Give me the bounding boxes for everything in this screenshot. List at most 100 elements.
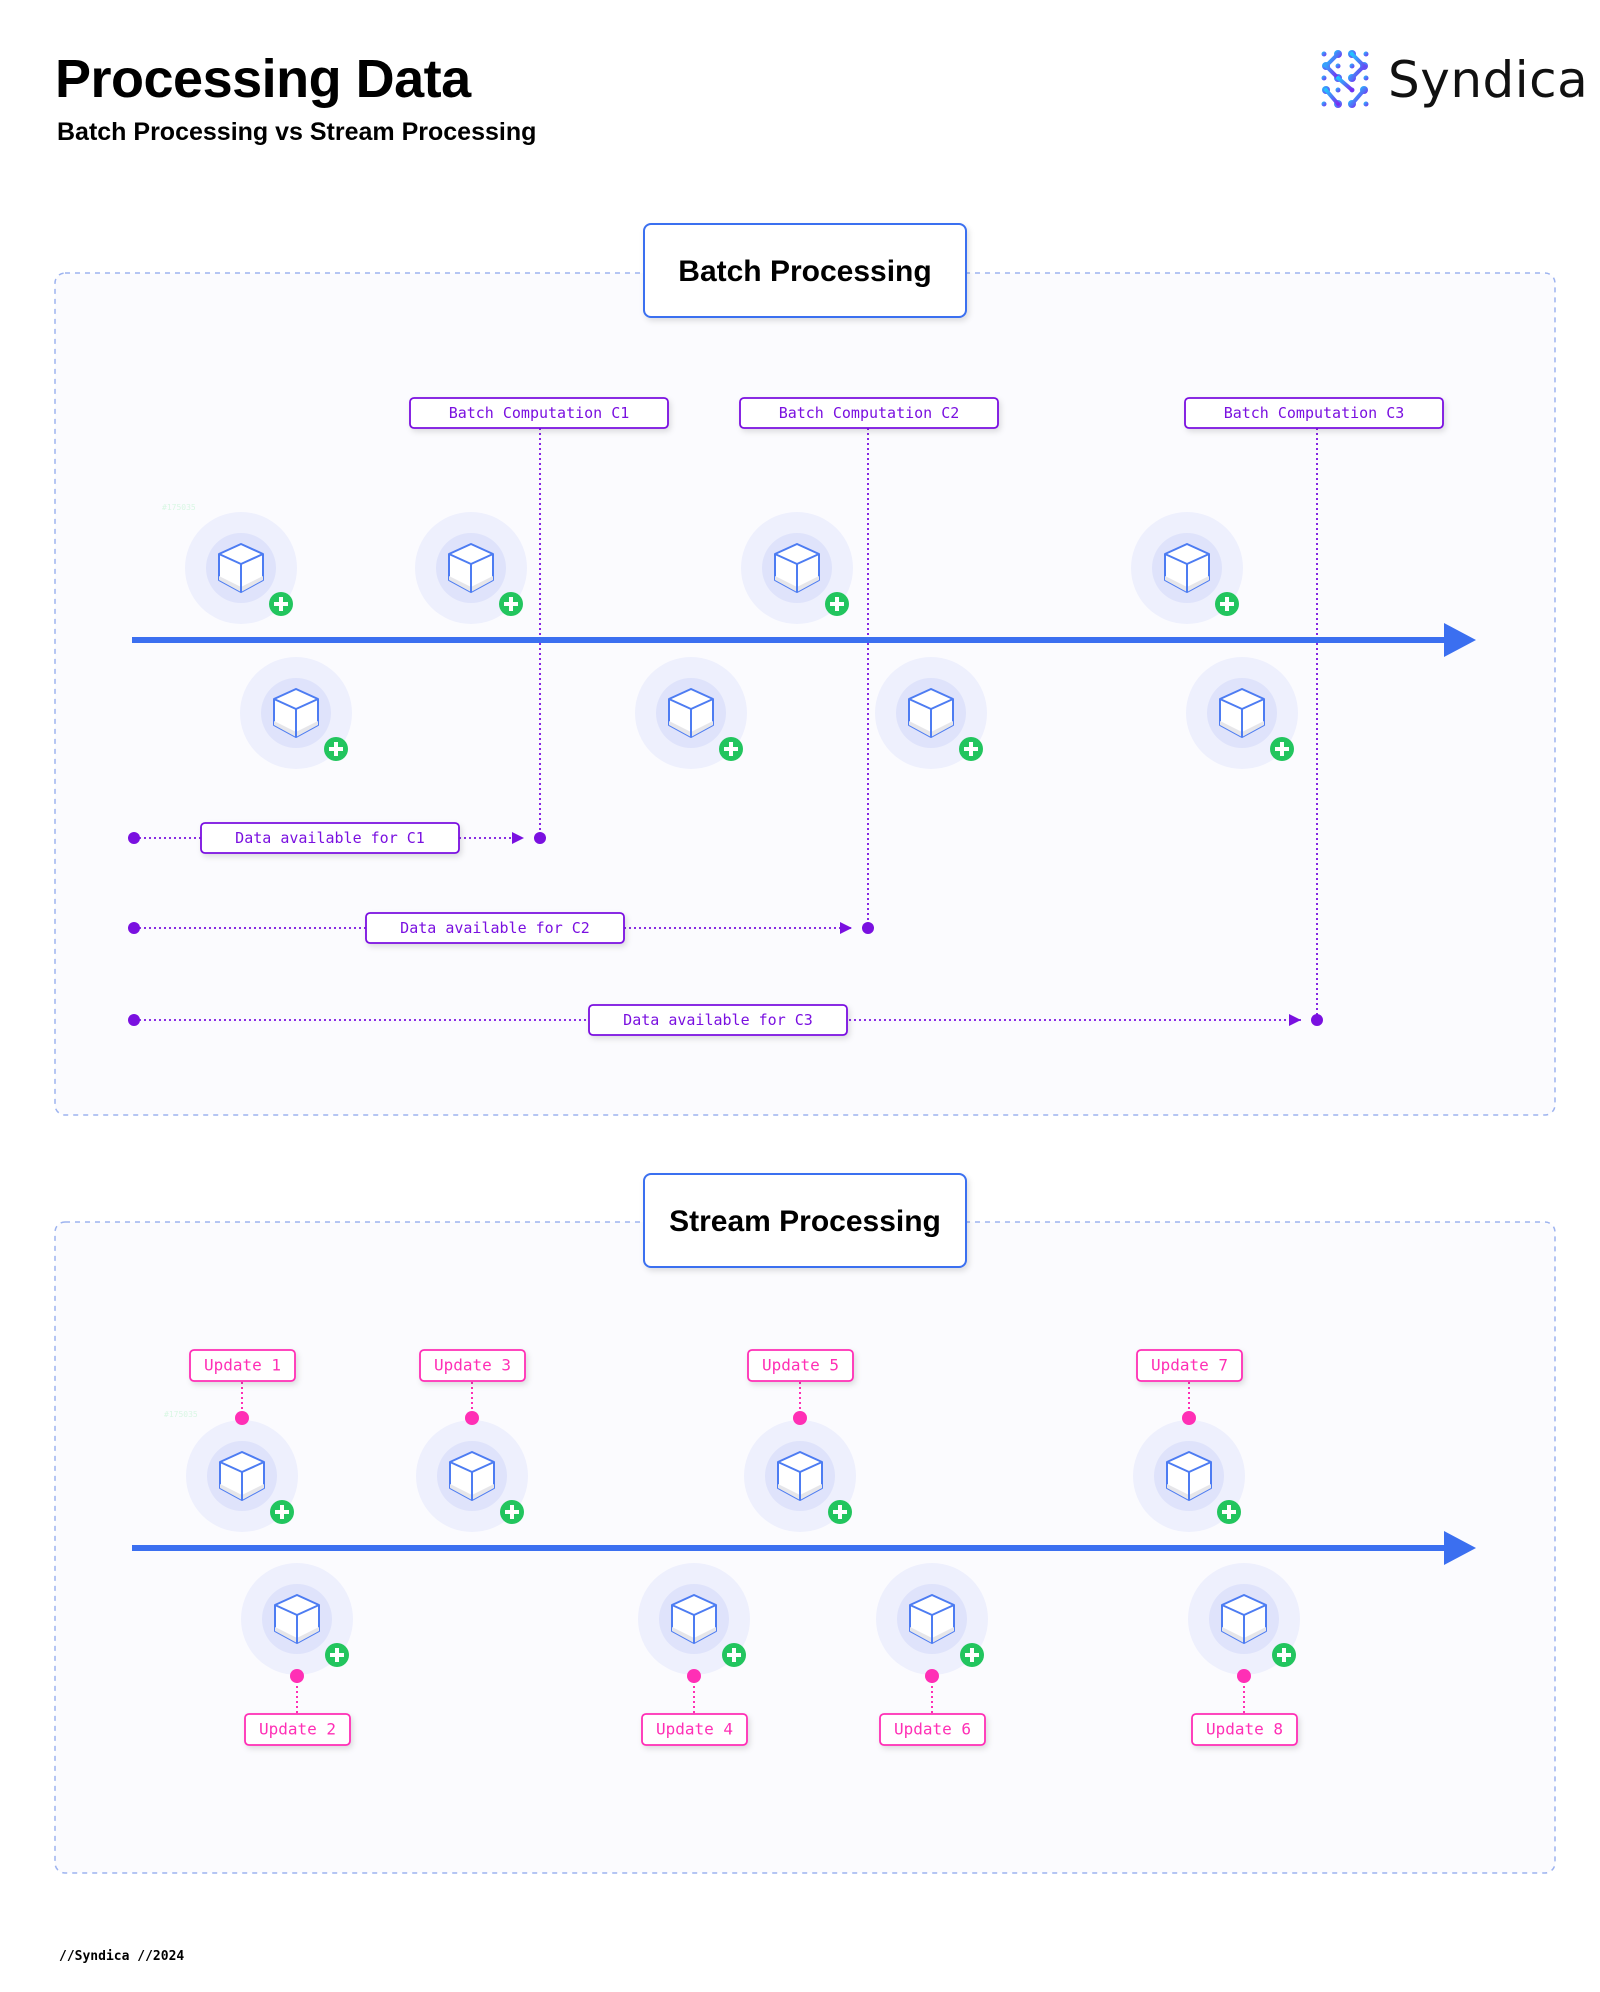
update-label: Update 2 [244,1713,351,1746]
plus-circle-icon [500,1500,524,1524]
update-dot [290,1669,304,1683]
update-label: Update 6 [879,1713,986,1746]
batch-computation-label-box [409,397,669,429]
cube-icon [273,688,319,738]
data-available-label-box [365,912,625,944]
data-block-node [1188,1563,1300,1675]
availability-arrowhead [840,922,852,934]
update-label-text: Update 1 [204,1356,281,1375]
batch-watermark: #175035 [162,503,196,512]
data-available-label-box [588,1004,848,1036]
plus-circle-icon [325,1643,349,1667]
computation-trigger-dot [534,832,546,844]
data-block-node [741,512,853,624]
availability-start-dot [128,832,140,844]
update-label-text: Update 5 [762,1356,839,1375]
batch-panel: #175035 Batch Processing Batch Computati… [54,223,1556,1116]
data-block-node [876,1563,988,1675]
computation-trigger-dot [862,922,874,934]
syndica-dots-logo-icon [1321,50,1369,108]
page-title: Processing Data [55,49,471,109]
cube-icon [777,1451,823,1501]
plus-circle-icon [269,592,293,616]
update-label: Update 1 [189,1349,296,1382]
stream-watermark: #175035 [164,1410,198,1419]
cube-icon [1221,1594,1267,1644]
plus-circle-icon [499,592,523,616]
data-block-node [416,1420,528,1532]
batch-computation-label-box [1184,397,1444,429]
data-available-label-box [200,822,460,854]
stream-panel: #175035 Stream Processing Update 1 Update… [54,1173,1556,1874]
batch-timeline-arrow-arrowhead [1444,623,1476,657]
update-label-box [419,1349,526,1382]
batch-computation-label: Batch Computation C1 [409,397,669,429]
data-block-node [186,1420,298,1532]
update-label-text: Update 7 [1151,1356,1228,1375]
data-available-label-text: Data available for C3 [623,1011,813,1029]
cube-icon [1219,688,1265,738]
data-block-node [240,657,352,769]
batch-title-box [643,223,967,318]
stream-title-box [643,1173,967,1268]
batch-title: Batch Processing [678,255,931,288]
plus-circle-icon [1215,592,1239,616]
plus-circle-icon [1270,737,1294,761]
update-label-box [1136,1349,1243,1382]
plus-circle-icon [324,737,348,761]
cube-icon [274,1594,320,1644]
data-block-node [1133,1420,1245,1532]
batch-computation-label-text: Batch Computation C2 [779,404,960,422]
cube-icon [218,543,264,593]
plus-circle-icon [828,1500,852,1524]
stream-title: Stream Processing [669,1205,941,1238]
batch-computation-label-box [739,397,999,429]
logo-text: Syndica [1388,51,1589,109]
plus-circle-icon [959,737,983,761]
update-label-text: Update 6 [894,1720,971,1739]
data-available-label: Data available for C1 [200,822,460,854]
update-dot [925,1669,939,1683]
cube-icon [219,1451,265,1501]
plus-circle-icon [719,737,743,761]
update-dot [793,1411,807,1425]
availability-start-dot [128,1014,140,1026]
data-available-label-text: Data available for C2 [400,919,590,937]
update-dot [235,1411,249,1425]
footer-credit: //Syndica //2024 [59,1949,185,1964]
cube-icon [1166,1451,1212,1501]
update-label-box [641,1713,748,1746]
data-block-node [415,512,527,624]
update-label: Update 5 [747,1349,854,1382]
plus-circle-icon [1272,1643,1296,1667]
data-block-node [744,1420,856,1532]
availability-arrowhead [512,832,524,844]
update-label-box [244,1713,351,1746]
cube-icon [671,1594,717,1644]
batch-computation-label-text: Batch Computation C1 [449,404,630,422]
syndica-logo: Syndica [1320,48,1588,112]
update-dot [1182,1411,1196,1425]
data-block-node [185,512,297,624]
cube-icon [909,1594,955,1644]
update-label-text: Update 2 [259,1720,336,1739]
update-label-box [879,1713,986,1746]
data-block-node [875,657,987,769]
stream-timeline-arrow-arrowhead [1444,1531,1476,1565]
availability-start-dot [128,922,140,934]
batch-computation-label: Batch Computation C2 [739,397,999,429]
update-label: Update 3 [419,1349,526,1382]
update-label: Update 7 [1136,1349,1243,1382]
data-available-label-text: Data available for C1 [235,829,425,847]
data-block-node [1186,657,1298,769]
computation-trigger-dot [1311,1014,1323,1026]
update-dot [1237,1669,1251,1683]
update-label-box [189,1349,296,1382]
update-label-text: Update 4 [656,1720,733,1739]
plus-circle-icon [1217,1500,1241,1524]
data-block-node [1131,512,1243,624]
update-dot [687,1669,701,1683]
data-block-node [635,657,747,769]
update-label-box [1191,1713,1298,1746]
